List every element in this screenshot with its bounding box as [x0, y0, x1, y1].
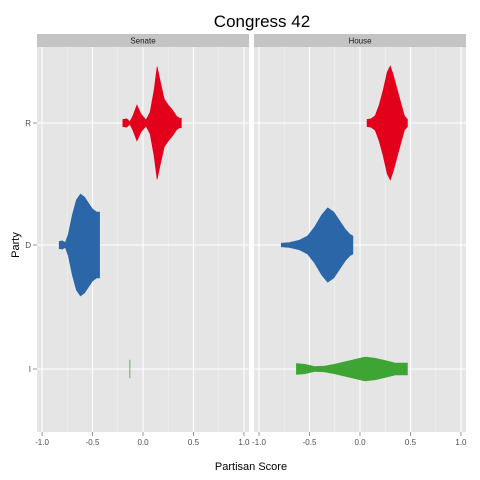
x-tick-label: -0.5: [303, 438, 317, 447]
violin-senate-d: [58, 193, 100, 297]
strip-senate: [37, 34, 249, 47]
y-tick-label: D: [25, 241, 31, 250]
y-axis: R D I: [25, 119, 37, 374]
strip-house: [254, 34, 466, 47]
x-tick-label: -1.0: [252, 438, 266, 447]
x-tick-label: -0.5: [86, 438, 100, 447]
strip-label-house: House: [348, 37, 372, 46]
x-tick-label: 0.0: [137, 438, 149, 447]
strip-label-senate: Senate: [130, 37, 156, 46]
violin-house-i: [296, 356, 408, 382]
panels: Senate House: [37, 34, 466, 432]
chart-title: Congress 42: [214, 12, 310, 31]
violin-senate-r: [122, 66, 182, 180]
x-tick-label: 0.5: [188, 438, 200, 447]
x-axis-title: Partisan Score: [215, 461, 287, 473]
x-tick-label: 1.0: [238, 438, 250, 447]
x-tick-label: 0.5: [405, 438, 417, 447]
x-axis: -1.0 -0.5 0.0 0.5 1.0 -1.0 -0.5 0.0 0.5 1.0: [35, 432, 467, 447]
panel-senate: Senate: [37, 34, 249, 432]
violin-house-d: [280, 207, 354, 283]
y-tick-label: R: [25, 119, 31, 128]
x-tick-label: 1.0: [455, 438, 467, 447]
x-tick-label: -1.0: [35, 438, 49, 447]
panel-house: House: [254, 34, 466, 432]
violin-house-r: [366, 65, 408, 181]
y-axis-title: Party: [10, 232, 22, 258]
y-tick-label: I: [29, 365, 31, 374]
x-tick-label: 0.0: [354, 438, 366, 447]
